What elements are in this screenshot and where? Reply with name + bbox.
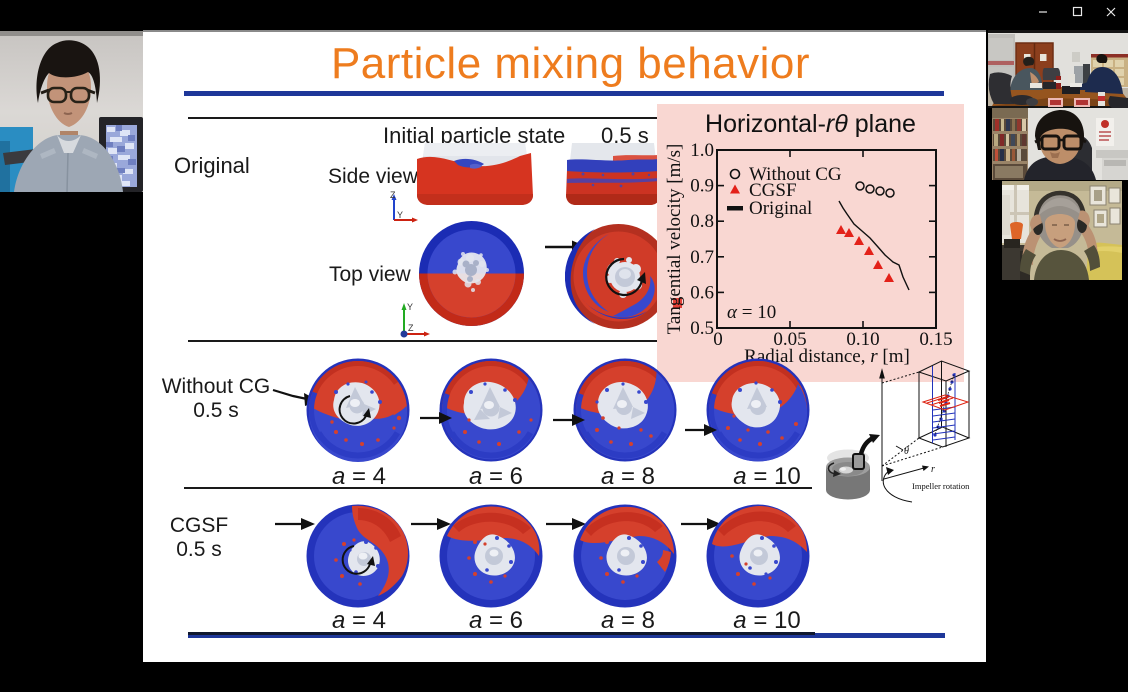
svg-text:Y: Y xyxy=(407,302,413,312)
svg-text:0: 0 xyxy=(713,329,723,350)
svg-text:0.7: 0.7 xyxy=(690,247,714,268)
svg-text:0.10: 0.10 xyxy=(846,329,879,350)
svg-text:0.05: 0.05 xyxy=(773,329,806,350)
svg-text:0.5: 0.5 xyxy=(690,318,714,339)
svg-text:α = 10: α = 10 xyxy=(727,302,776,323)
svg-text:Y: Y xyxy=(397,210,403,220)
svg-text:Impeller rotation: Impeller rotation xyxy=(912,481,970,491)
svg-text:1.0: 1.0 xyxy=(690,140,714,161)
svg-text:Z: Z xyxy=(408,323,414,333)
svg-text:Without CG: Without CG xyxy=(749,164,842,185)
svg-text:Tangential velocity [m/s]: Tangential velocity [m/s] xyxy=(664,144,685,335)
svg-text:0.8: 0.8 xyxy=(690,211,714,232)
svg-text:Radial distance, r [m]: Radial distance, r [m] xyxy=(744,346,910,367)
svg-text:0.9: 0.9 xyxy=(690,176,714,197)
svg-text:r: r xyxy=(931,464,935,475)
svg-text:Original: Original xyxy=(749,198,812,219)
svg-text:CGSF: CGSF xyxy=(749,180,797,201)
svg-text:0.15: 0.15 xyxy=(919,329,952,350)
svg-text:Z: Z xyxy=(390,190,396,200)
svg-text:0.6: 0.6 xyxy=(690,282,714,303)
svg-text:θ: θ xyxy=(904,446,909,457)
